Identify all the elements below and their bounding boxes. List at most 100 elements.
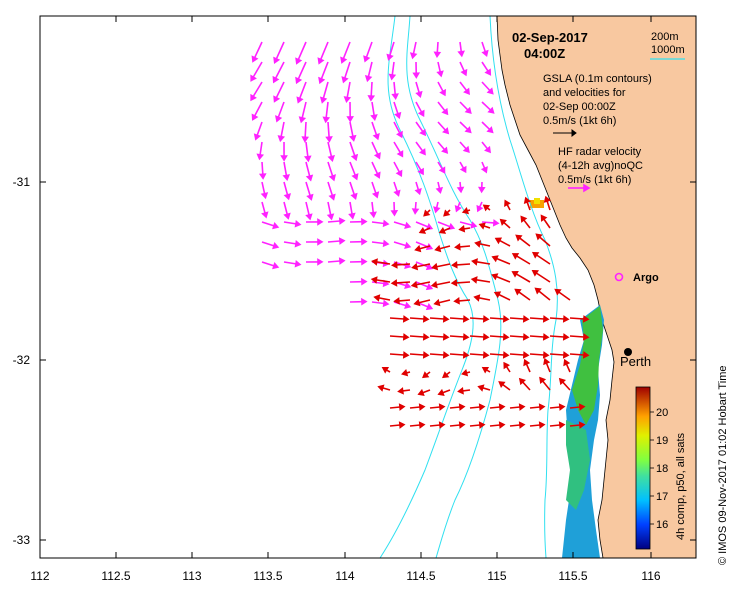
hf-arrow (569, 315, 590, 323)
hf-arrow (478, 222, 491, 230)
gsla-arrow (272, 61, 285, 84)
hf-arrow (401, 369, 411, 377)
hf-arrow (529, 315, 550, 323)
hf-radar-velocity-arrows (370, 195, 590, 429)
gsla-arrow (319, 81, 329, 104)
hf-arrow (449, 421, 466, 429)
gsla-arrow (305, 258, 324, 266)
hf-arrow (390, 279, 411, 287)
gsla-arrow (386, 41, 395, 61)
gsla-arrow (393, 101, 402, 120)
gsla-arrow (415, 281, 434, 291)
argo-marker (614, 272, 624, 282)
credit-text: © IMOS 09-Nov-2017 01:02 Hobart Time (717, 366, 729, 565)
gsla-arrow (253, 121, 263, 141)
gsla-arrow (273, 81, 285, 103)
gsla-arrow (296, 81, 307, 104)
gsla-arrow (457, 41, 465, 58)
gsla-arrow (327, 181, 336, 201)
legend-gsla-line2: and velocities for (543, 87, 626, 99)
gsla-arrow (261, 241, 280, 250)
gsla-arrow (371, 219, 390, 228)
gsla-arrow (480, 161, 488, 174)
gsla-arrow (277, 121, 286, 143)
hf-arrow (549, 421, 566, 429)
gsla-arrow (343, 81, 352, 103)
gsla-arrow (327, 141, 335, 163)
gsla-arrow (327, 257, 346, 265)
hf-arrow (509, 351, 530, 359)
lon-tick-113.5: 113.5 (253, 569, 282, 583)
hf-arrow (477, 384, 491, 392)
lat-tick-33: -33 (13, 533, 31, 547)
gsla-arrow (459, 81, 471, 96)
gsla-arrow (433, 201, 441, 214)
hf-arrow (469, 333, 490, 341)
hf-arrow (454, 243, 471, 251)
gsla-arrow (415, 101, 425, 118)
hf-arrow (569, 351, 590, 359)
hf-arrow (437, 388, 451, 397)
sst-patch-yellow (534, 198, 540, 204)
hf-arrow (473, 294, 491, 302)
hf-arrow (429, 315, 450, 323)
perth-marker (624, 348, 632, 356)
hf-arrow (531, 269, 551, 283)
hf-arrow (438, 226, 451, 234)
hf-arrow (373, 294, 391, 302)
hf-arrow (531, 251, 551, 265)
gsla-arrow (349, 237, 368, 246)
colorbar-tick-17: 17 (656, 491, 668, 503)
hf-arrow (489, 351, 510, 359)
hf-arrow (409, 403, 426, 411)
gsla-arrow (349, 277, 368, 286)
gsla-arrow (369, 201, 377, 219)
map-plot-area: Argo Perth 02-Sep-2017 04:00Z 200m 1000m… (40, 16, 696, 558)
gsla-arrow (261, 221, 280, 230)
hf-arrow (411, 262, 431, 271)
gsla-arrow (261, 201, 269, 219)
gsla-arrow (349, 121, 357, 142)
legend-gsla-line3: 02-Sep 00:00Z (543, 101, 616, 113)
hf-arrow (409, 315, 430, 323)
gsla-arrow (322, 101, 331, 124)
gsla-arrow (481, 121, 494, 134)
gsla-arrow (346, 101, 354, 123)
hf-arrow (423, 209, 431, 217)
gsla-arrow (437, 81, 446, 97)
gsla-arrow (327, 217, 346, 225)
hf-arrow (523, 358, 531, 373)
hf-arrow (429, 333, 450, 341)
contour-1000m (406, 16, 502, 558)
hf-arrow (529, 351, 550, 359)
hf-arrow (543, 357, 551, 373)
hf-arrow (389, 351, 410, 359)
hf-arrow (503, 361, 511, 373)
hf-arrow (511, 253, 531, 265)
hf-arrow (509, 333, 530, 341)
gsla-arrow (481, 81, 494, 95)
legend-gsla-line1: GSLA (0.1m contours) (543, 73, 652, 85)
hf-arrow (509, 315, 530, 323)
gsla-arrow (459, 141, 470, 154)
colorbar-tick-19: 19 (656, 435, 668, 447)
hf-arrow (391, 261, 411, 269)
hf-arrow (529, 333, 550, 341)
lon-tick-112: 112 (30, 569, 49, 583)
colorbar-tick-20: 20 (656, 407, 668, 419)
hf-arrow (499, 218, 511, 229)
hf-arrow (491, 255, 511, 265)
gsla-arrow (437, 121, 450, 135)
gsla-arrow (456, 181, 465, 194)
hf-arrow (549, 315, 570, 323)
hf-arrow (389, 315, 410, 323)
gsla-arrow (325, 121, 333, 143)
gsla-arrow (349, 181, 358, 200)
hf-arrow (449, 403, 466, 411)
gsla-arrow (367, 81, 376, 102)
gsla-arrow (371, 121, 380, 141)
hf-arrow (397, 387, 411, 395)
map-title-date: 02-Sep-2017 (512, 30, 588, 45)
gsla-arrow (459, 161, 467, 174)
hf-arrow (569, 421, 586, 429)
